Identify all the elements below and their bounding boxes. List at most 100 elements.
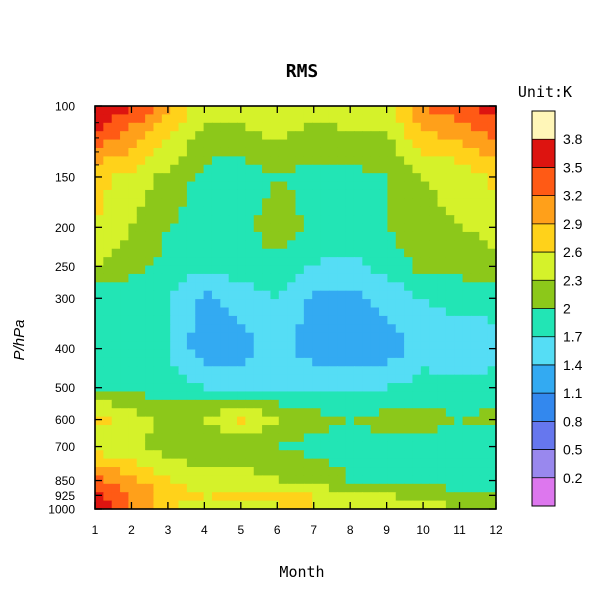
contour-cell (395, 467, 405, 477)
contour-cell (295, 307, 305, 317)
contour-cell (379, 341, 388, 351)
contour-cell (270, 198, 280, 208)
contour-cell (278, 265, 288, 275)
contour-cell (295, 299, 305, 309)
contour-cell (462, 248, 472, 258)
contour-cell (161, 122, 171, 132)
contour-cell (287, 231, 297, 241)
contour-cell (145, 433, 155, 443)
contour-cell (312, 257, 322, 267)
contour-cell (120, 433, 130, 443)
contour-cell (128, 248, 138, 258)
contour-cell (470, 315, 480, 325)
contour-cell (337, 408, 347, 418)
contour-cell (479, 492, 489, 502)
contour-cell (211, 500, 221, 510)
contour-cell (203, 265, 213, 275)
contour-cell (278, 391, 288, 401)
contour-cell (120, 349, 130, 359)
contour-cell (462, 122, 472, 132)
contour-cell (437, 173, 447, 183)
contour-cell (145, 374, 155, 384)
contour-cell (337, 433, 347, 443)
contour-cell (145, 290, 155, 300)
contour-cell (320, 483, 330, 493)
contour-cell (145, 500, 155, 510)
contour-cell (161, 425, 171, 435)
contour-cell (211, 106, 221, 115)
contour-cell (379, 181, 388, 191)
contour-cell (120, 299, 130, 309)
contour-cell (362, 106, 372, 115)
contour-cell (136, 341, 146, 351)
contour-cell (278, 114, 288, 124)
contour-cell (328, 475, 338, 485)
contour-cell (320, 324, 330, 334)
contour-cell (111, 425, 121, 435)
contour-cell (153, 273, 163, 283)
contour-cell (245, 248, 255, 258)
contour-cell (270, 131, 280, 141)
contour-cell (404, 147, 414, 157)
contour-cell (362, 273, 372, 283)
contour-cell (153, 391, 163, 401)
contour-cell (387, 391, 397, 401)
contour-cell (153, 374, 163, 384)
contour-cell (445, 500, 455, 510)
contour-cell (387, 324, 397, 334)
contour-cell (195, 349, 205, 359)
contour-cell (362, 257, 372, 267)
contour-cell (337, 231, 347, 241)
contour-cell (95, 198, 104, 208)
contour-cell (353, 240, 363, 250)
contour-cell (270, 383, 280, 393)
contour-cell (203, 231, 213, 241)
y-tick-label: 600 (55, 413, 75, 427)
contour-cell (487, 106, 497, 115)
contour-cell (136, 206, 146, 216)
contour-cell (429, 240, 439, 250)
contour-cell (345, 332, 355, 342)
contour-cell (470, 433, 480, 443)
contour-cell (178, 299, 188, 309)
contour-cell (303, 198, 313, 208)
contour-cell (362, 324, 372, 334)
contour-cell (211, 164, 221, 174)
x-tick-label: 1 (92, 523, 99, 537)
contour-cell (145, 198, 155, 208)
contour-cell (445, 131, 455, 141)
contour-cell (278, 475, 288, 485)
contour-cell (429, 106, 439, 115)
contour-cell (412, 441, 422, 451)
contour-cell (178, 206, 188, 216)
contour-cell (145, 215, 155, 225)
contour-cell (145, 324, 155, 334)
contour-cell (262, 357, 272, 367)
contour-cell (237, 324, 246, 334)
contour-cell (295, 215, 305, 225)
contour-cell (303, 467, 313, 477)
contour-cell (454, 349, 464, 359)
contour-cell (479, 299, 489, 309)
contour-cell (220, 357, 230, 367)
contour-cell (470, 332, 480, 342)
contour-cell (362, 391, 372, 401)
contour-cell (470, 290, 480, 300)
contour-cell (211, 282, 221, 292)
contour-cell (237, 441, 246, 451)
contour-cell (253, 164, 263, 174)
contour-cell (454, 483, 464, 493)
contour-cell (103, 383, 113, 393)
contour-cell (312, 483, 322, 493)
contour-cell (295, 391, 305, 401)
contour-cell (312, 215, 322, 225)
contour-cell (295, 173, 305, 183)
contour-cell (170, 147, 180, 157)
contour-cell (295, 248, 305, 258)
contour-cell (353, 198, 363, 208)
contour-cell (195, 248, 205, 258)
contour-cell (395, 483, 405, 493)
contour-cell (379, 122, 388, 132)
contour-cell (111, 500, 121, 510)
contour-cell (437, 467, 447, 477)
